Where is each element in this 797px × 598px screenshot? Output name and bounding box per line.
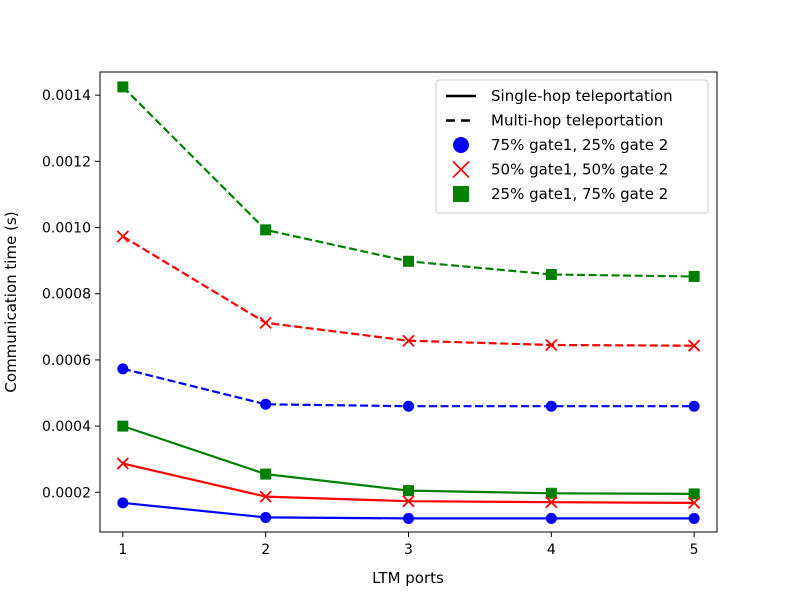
series [117,420,700,500]
x-tick-label: 2 [261,542,270,558]
data-point [403,400,414,412]
data-point [403,485,414,497]
series [117,363,700,412]
legend-label: 50% gate1, 50% gate 2 [491,161,668,179]
series [116,230,701,352]
series [117,497,700,524]
x-tick-label: 5 [690,542,699,558]
data-point [688,496,701,510]
data-point [688,488,700,500]
y-tick-label: 0.0004 [42,419,91,435]
data-point [545,338,558,352]
data-point [117,363,129,375]
data-point [545,496,558,509]
x-tick-label: 1 [118,542,127,558]
x-tick-label: 3 [404,542,413,558]
data-point [545,400,557,412]
data-point [402,334,415,347]
y-tick-label: 0.0010 [42,221,91,237]
data-point [688,512,700,524]
data-point [545,487,557,499]
data-point [116,457,129,470]
data-point [259,490,272,503]
y-tick-label: 0.0014 [42,88,91,104]
x-axis-label: LTM ports [372,569,444,587]
data-point [688,271,700,283]
data-point [545,269,557,281]
legend: Single-hop teleportation Multi-hop telepo… [435,79,709,214]
y-tick-label: 0.0008 [42,287,91,303]
data-point [260,224,272,236]
data-point [260,511,272,523]
x-tick-label: 4 [547,542,556,558]
series [117,81,700,283]
legend-label: Multi-hop teleportation [491,112,663,130]
legend-marker-swatch [453,186,469,202]
data-point [403,512,414,524]
ticks-layer: 1 2 3 4 5 0.0002 0.0004 0.0006 0.0008 0.0010 0.001… [42,88,699,558]
data-point [260,468,272,480]
data-point [117,497,129,509]
legend-frame [435,79,709,214]
legend-label: 25% gate1, 75% gate 2 [491,185,668,203]
legend-marker-swatch [452,160,470,179]
data-point [259,316,272,329]
series-layer [116,81,701,524]
data-point [403,255,414,267]
data-point [402,495,415,508]
data-point [688,339,701,352]
legend-label: 75% gate1, 25% gate 2 [491,136,668,154]
data-point [545,512,557,524]
legend-label: Single-hop teleportation [491,87,673,105]
legend-marker-swatch [453,137,469,153]
data-point [117,420,129,432]
data-point [116,230,129,243]
y-tick-label: 0.0012 [42,154,91,170]
data-point [260,398,272,410]
y-tick-label: 0.0002 [42,485,91,501]
y-tick-label: 0.0006 [42,353,91,369]
data-point [117,81,129,93]
series [116,457,701,510]
y-axis-label: Communication time (s) [2,211,20,392]
data-point [688,400,700,412]
